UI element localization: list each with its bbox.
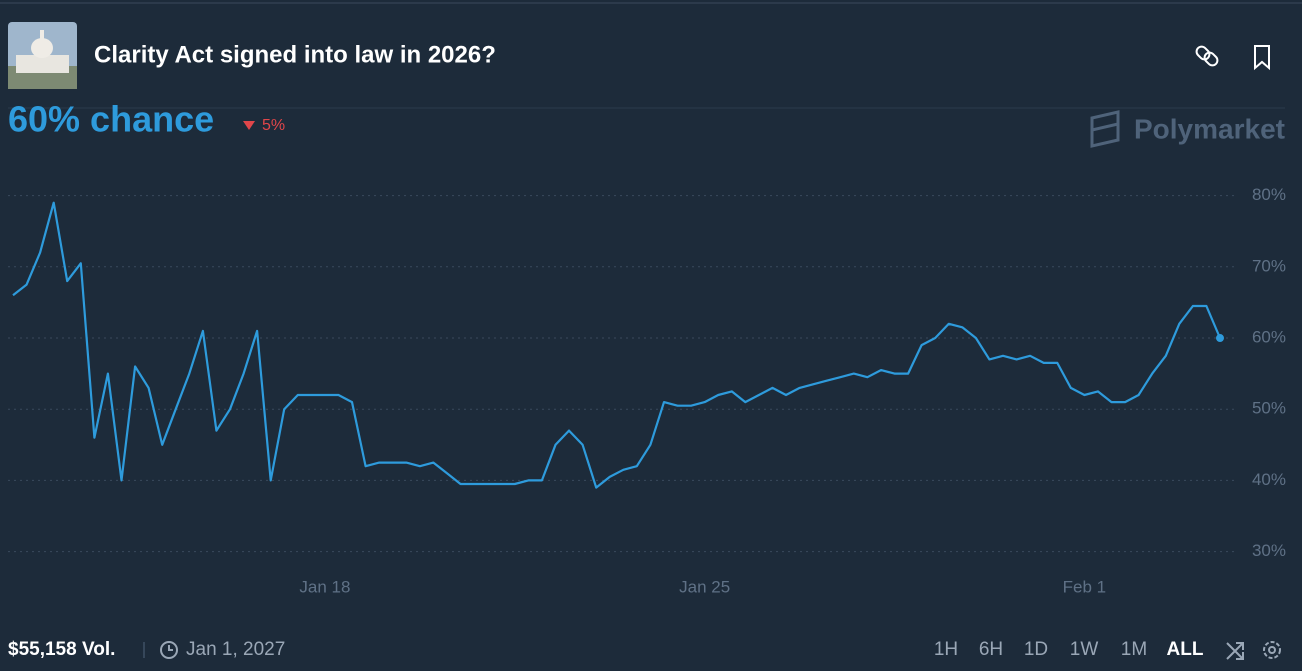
range-button[interactable]: 1W — [1070, 639, 1099, 660]
brand: Polymarket — [1134, 113, 1285, 144]
y-tick-label: 40% — [1252, 470, 1286, 489]
change: 5% — [262, 117, 285, 134]
clock-icon — [160, 641, 178, 659]
link-icon[interactable] — [1195, 45, 1220, 68]
range-button[interactable]: 1M — [1121, 639, 1147, 660]
bookmark-icon[interactable] — [1254, 45, 1270, 71]
market-image — [8, 22, 77, 89]
compare-icon[interactable] — [1226, 642, 1244, 660]
settings-icon[interactable] — [1263, 641, 1281, 659]
range-button[interactable]: ALL — [1167, 639, 1204, 660]
x-tick-label: Feb 1 — [1063, 577, 1106, 596]
y-tick-label: 70% — [1252, 256, 1286, 275]
brand-logo — [1090, 110, 1120, 148]
y-tick-label: 30% — [1252, 541, 1286, 560]
chance: 60% chance — [8, 99, 214, 140]
x-tick-label: Jan 18 — [299, 577, 350, 596]
end-date: Jan 1, 2027 — [186, 639, 285, 660]
x-tick-label: Jan 25 — [679, 577, 730, 596]
market-title: Clarity Act signed into law in 2026? — [94, 41, 496, 68]
range-button[interactable]: 1H — [934, 639, 958, 660]
price-line — [12, 201, 1222, 489]
range-button[interactable]: 1D — [1024, 639, 1048, 660]
last-point — [1216, 334, 1224, 343]
y-tick-label: 50% — [1252, 399, 1286, 418]
range-button[interactable]: 6H — [979, 639, 1003, 660]
y-tick-label: 60% — [1252, 328, 1286, 347]
y-tick-label: 80% — [1252, 185, 1286, 204]
volume: $55,158 Vol. — [8, 639, 115, 660]
down-arrow — [243, 121, 255, 130]
